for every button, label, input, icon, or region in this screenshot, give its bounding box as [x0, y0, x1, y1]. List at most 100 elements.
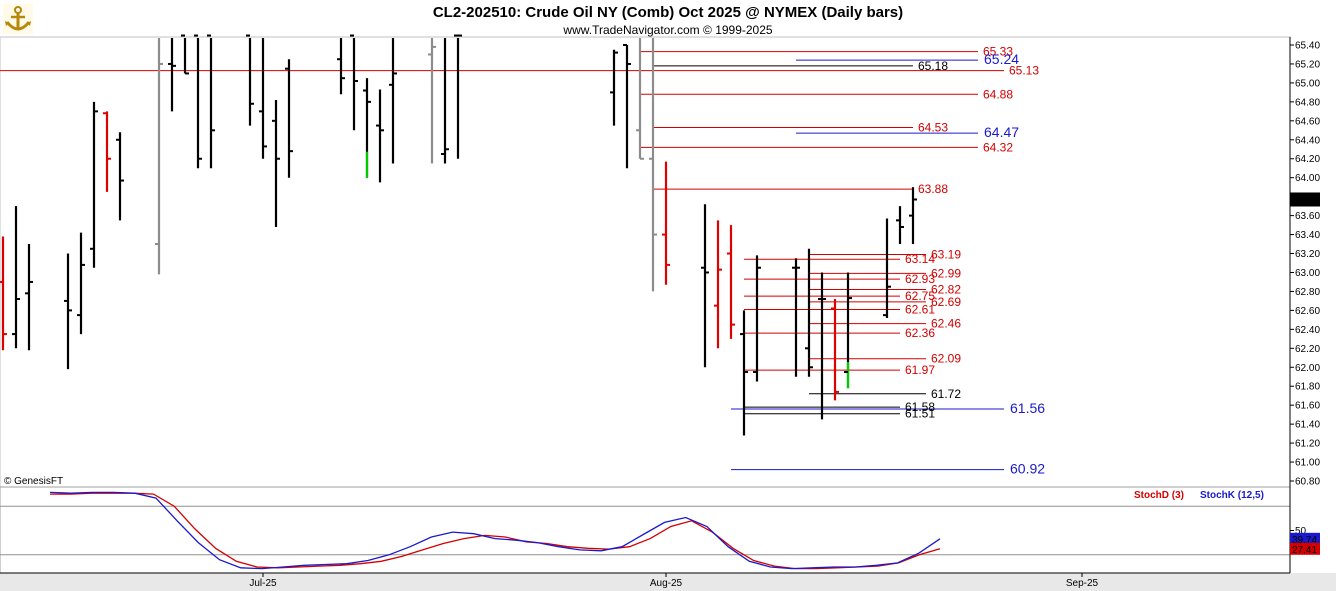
ohlc-bar	[103, 111, 111, 192]
ohlc-bar	[883, 218, 891, 318]
price-level-label: 65.24	[984, 51, 1019, 67]
last-price-label: 63.77	[1292, 195, 1317, 206]
ohlc-bar	[831, 299, 839, 401]
price-tick-label: 61.60	[1295, 401, 1320, 412]
price-level-label: 65.18	[918, 59, 948, 73]
stoch-k-legend: StochK (12,5)	[1200, 490, 1264, 501]
stoch-k-last-label: 39.74	[1292, 535, 1317, 546]
price-level-label: 61.56	[1010, 400, 1045, 416]
price-tick-label: 61.00	[1295, 458, 1320, 469]
chart-subtitle: www.TradeNavigator.com © 1999-2025	[562, 23, 772, 37]
ohlc-bar	[727, 225, 735, 339]
price-level-label: 61.58	[905, 400, 935, 414]
date-tick-label: Aug-25	[650, 578, 683, 589]
price-level-label: 65.13	[1009, 64, 1039, 78]
ohlc-bar	[194, 34, 202, 169]
price-tick-label: 63.60	[1295, 211, 1320, 222]
stochastic-pane[interactable]	[0, 486, 1291, 574]
price-tick-label: 63.40	[1295, 230, 1320, 241]
ohlc-bar	[376, 89, 384, 183]
ohlc-bar	[337, 38, 345, 95]
stoch-d-last-label: 27.41	[1292, 545, 1317, 556]
price-tick-label: 62.00	[1295, 363, 1320, 374]
price-tick-label: 64.80	[1295, 97, 1320, 108]
price-level-label: 62.93	[905, 272, 935, 286]
date-axis	[0, 572, 1336, 591]
price-axis[interactable]	[1289, 37, 1336, 573]
price-axis-ticks: 65.40 65.20 65.00 64.80 64.60 64.40 64.20 64.00…	[1290, 41, 1320, 488]
stoch-d-last-box	[1290, 542, 1320, 555]
ohlc-bar	[844, 272, 852, 389]
price-level-label: 62.82	[931, 283, 961, 297]
ohlc-bar	[155, 38, 163, 275]
price-level-label: 62.46	[931, 317, 961, 331]
ohlc-bar	[389, 38, 397, 164]
ohlc-bar	[454, 34, 462, 159]
ohlc-bar	[649, 38, 657, 292]
price-tick-label: 65.40	[1295, 41, 1320, 52]
ohlc-bar	[662, 161, 670, 285]
price-pane[interactable]	[0, 36, 1291, 488]
stoch-tick-label: 50	[1295, 526, 1307, 537]
price-levels-layer	[0, 51, 1004, 471]
price-tick-label: 62.60	[1295, 306, 1320, 317]
ohlc-bar	[818, 272, 826, 420]
price-tick-label: 65.20	[1295, 59, 1320, 70]
chart-title: CL2-202510: Crude Oil NY (Comb) Oct 2025…	[433, 4, 903, 21]
date-tick-label: Sep-25	[1066, 578, 1099, 589]
price-tick-label: 60.80	[1295, 477, 1320, 488]
ohlc-bar	[350, 34, 358, 131]
price-level-label: 64.32	[983, 140, 1013, 154]
date-axis-labels: Jul-25 Aug-25 Sep-25	[249, 573, 1099, 589]
price-level-label: 61.97	[905, 363, 935, 377]
price-level-label: 63.19	[931, 247, 961, 261]
ohlc-bar	[116, 132, 124, 221]
price-level-label: 62.99	[931, 266, 961, 280]
price-level-label: 65.33	[983, 45, 1013, 59]
ohlc-bar	[77, 232, 85, 335]
price-tick-label: 61.20	[1295, 439, 1320, 450]
ohlc-bar	[701, 204, 709, 368]
ohlc-bar	[636, 38, 644, 160]
price-tick-label: 61.80	[1295, 382, 1320, 393]
ohlc-bar	[714, 220, 722, 349]
stochastic-lines-layer	[0, 491, 1290, 570]
price-bars-layer	[0, 34, 917, 436]
ohlc-bar	[207, 34, 215, 169]
price-level-label: 61.51	[905, 407, 935, 421]
price-level-label: 60.92	[1010, 461, 1045, 477]
price-level-label: 63.14	[905, 252, 935, 266]
price-level-label: 61.72	[931, 387, 961, 401]
price-level-label: 64.53	[918, 120, 948, 134]
ohlc-bar	[610, 49, 618, 126]
price-tick-label: 64.40	[1295, 135, 1320, 146]
stoch-k-line	[49, 491, 941, 570]
genesis-watermark: © GenesisFT	[4, 476, 63, 487]
price-tick-label: 65.00	[1295, 78, 1320, 89]
price-level-label: 62.61	[905, 302, 935, 316]
price-tick-label: 61.40	[1295, 420, 1320, 431]
ohlc-bar	[896, 206, 904, 245]
price-level-label: 63.88	[918, 182, 948, 196]
stochastic-legend: StochD (3) StochK (12,5)	[1134, 490, 1264, 501]
ohlc-bar	[0, 236, 7, 351]
price-tick-label: 63.20	[1295, 249, 1320, 260]
ohlc-bar	[168, 38, 176, 112]
ohlc-bar	[740, 310, 748, 436]
ohlc-bar	[25, 244, 33, 351]
ohlc-bar	[90, 101, 98, 268]
price-level-label: 64.47	[984, 124, 1019, 140]
price-level-label: 62.36	[905, 326, 935, 340]
price-level-label: 64.88	[983, 87, 1013, 101]
ohlc-bar	[181, 34, 189, 75]
ohlc-bar	[753, 255, 761, 382]
ohlc-bar	[363, 78, 371, 178]
price-level-label: 62.69	[931, 295, 961, 309]
ohlc-bar	[623, 44, 631, 169]
ohlc-bar	[285, 59, 293, 178]
ohlc-bar	[909, 187, 917, 245]
ohlc-bar	[272, 99, 280, 227]
price-tick-label: 64.60	[1295, 116, 1320, 127]
